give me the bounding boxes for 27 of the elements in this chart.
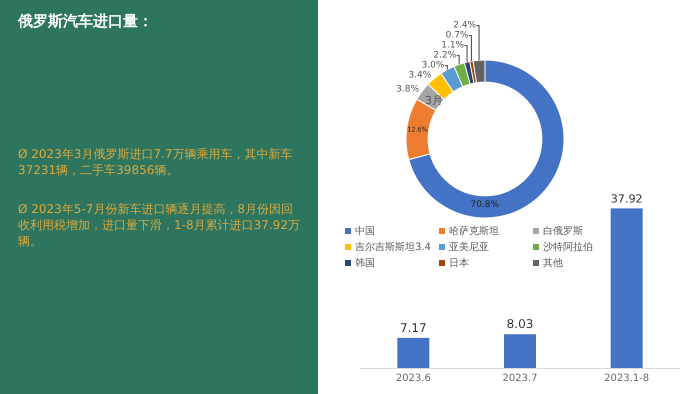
data-label: 7.17 <box>400 320 427 335</box>
data-label: 1.1% <box>441 40 465 51</box>
legend-label: 日本 <box>448 256 469 271</box>
legend-label: 韩国 <box>354 256 375 271</box>
x-tick-label: 2023.7 <box>502 373 538 384</box>
x-tick-label: 2023.1-8 <box>604 373 650 384</box>
data-label: 8.03 <box>506 317 534 332</box>
text: Ø 2023年5-7月份新车进口辆逐月提高，8月份因回收利用税增加，进口量下滑，1-8月累计进口37.92万辆。 <box>18 201 301 249</box>
legend-label: 沙特阿拉伯 <box>542 240 593 255</box>
legend-label: 中国 <box>354 224 375 239</box>
data-label: 3.8% <box>396 84 420 95</box>
text: 俄罗斯汽车进口量： <box>18 12 153 31</box>
legend-label: 亚美尼亚 <box>448 240 489 255</box>
legend-label: 其他 <box>542 256 563 271</box>
data-label: 70.8% <box>470 200 500 210</box>
data-label: 37.92 <box>610 192 643 206</box>
data-label: 3.0% <box>422 60 445 71</box>
legend-label: 吉尔吉斯斯坦3.4 <box>354 240 431 255</box>
x-tick-label: 2023.6 <box>396 373 431 384</box>
data-label: 3.4% <box>408 70 432 81</box>
data-label: 2.2% <box>433 50 457 61</box>
legend-label: 白俄罗斯 <box>542 224 583 239</box>
text: Ø 2023年3月俄罗斯进口7.7万辆乘用车，其中新车37231辆，二手车39856辆。 <box>18 146 294 178</box>
data-label: 2.4% <box>453 20 477 31</box>
legend-label: 哈萨克斯坦 <box>448 224 499 239</box>
text: 3月 <box>425 94 443 107</box>
data-label: 0.7% <box>446 30 469 41</box>
